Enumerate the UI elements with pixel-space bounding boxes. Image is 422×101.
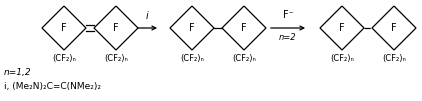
Text: n=1,2: n=1,2 [4, 68, 32, 77]
Text: F: F [61, 23, 67, 33]
Text: (CF₂)ₙ: (CF₂)ₙ [330, 54, 354, 63]
Text: −: − [397, 0, 405, 3]
Text: (CF₂)ₙ: (CF₂)ₙ [232, 54, 256, 63]
Text: F: F [113, 23, 119, 33]
Text: F: F [189, 23, 195, 33]
Text: i: i [146, 11, 149, 21]
Text: (CF₂)ₙ: (CF₂)ₙ [382, 54, 406, 63]
Text: F: F [339, 23, 345, 33]
Text: (CF₂)ₙ: (CF₂)ₙ [104, 54, 128, 63]
Text: F: F [241, 23, 247, 33]
Text: F⁻: F⁻ [283, 10, 293, 20]
Text: i, (Me₂N)₂C=C(NMe₂)₂: i, (Me₂N)₂C=C(NMe₂)₂ [4, 82, 101, 91]
Text: (CF₂)ₙ: (CF₂)ₙ [180, 54, 204, 63]
Text: (CF₂)ₙ: (CF₂)ₙ [52, 54, 76, 63]
Text: n=2: n=2 [279, 34, 297, 43]
Text: F: F [391, 23, 397, 33]
